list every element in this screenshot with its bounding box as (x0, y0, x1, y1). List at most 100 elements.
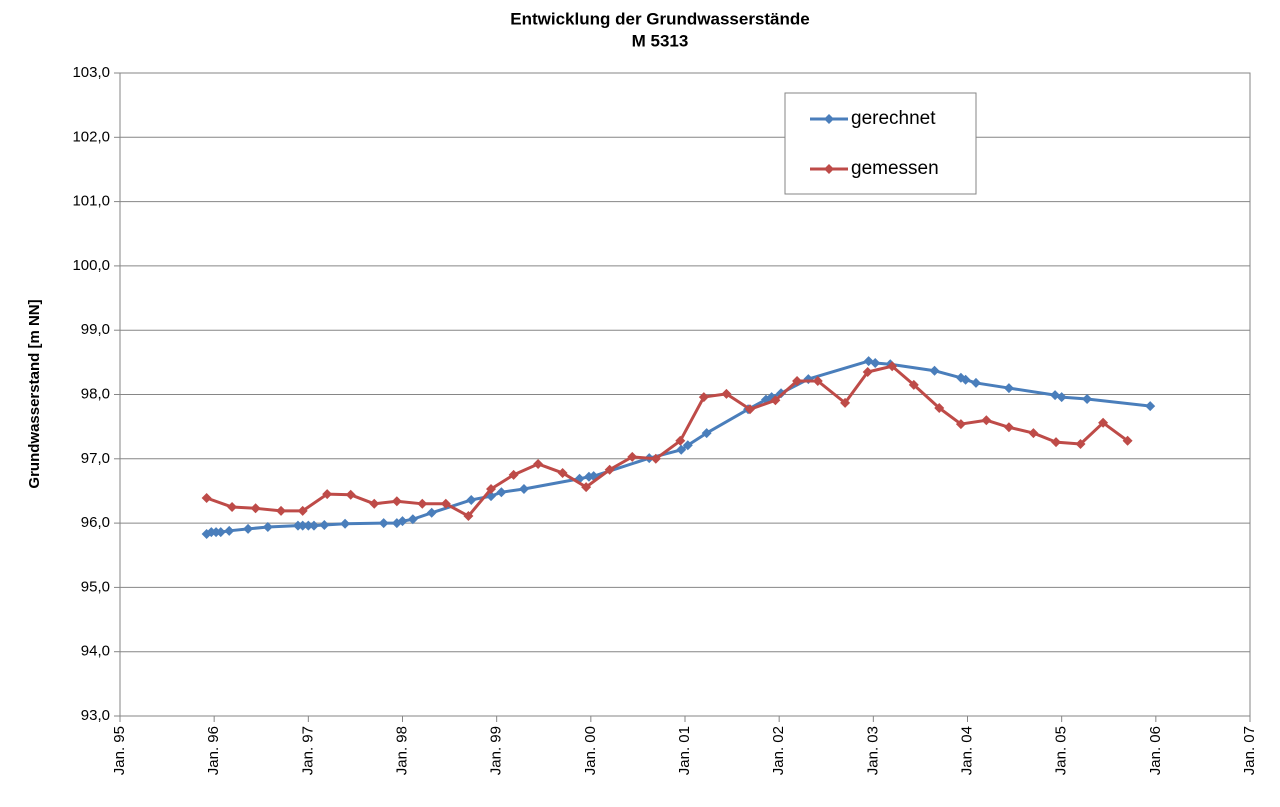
y-tick-label: 94,0 (81, 643, 110, 660)
data-point (276, 505, 287, 516)
y-tick-label: 96,0 (81, 514, 110, 531)
x-tick-label: Jan. 98 (393, 726, 410, 775)
y-tick-label: 102,0 (72, 128, 110, 145)
data-point (721, 388, 732, 399)
data-point (960, 374, 971, 385)
data-point (981, 415, 992, 426)
data-point (1122, 435, 1133, 446)
data-point (297, 505, 308, 516)
data-point (701, 428, 712, 439)
legend-label: gerechnet (851, 108, 936, 129)
data-point (426, 507, 437, 518)
x-tick-label: Jan. 02 (770, 726, 787, 775)
data-point (698, 392, 709, 403)
x-tick-label: Jan. 03 (864, 726, 881, 775)
data-point (508, 469, 519, 480)
data-point (340, 518, 351, 529)
legend-box (784, 92, 977, 195)
data-point (378, 518, 389, 529)
data-point (682, 440, 693, 451)
data-point (812, 375, 823, 386)
x-tick-label: Jan. 01 (676, 726, 693, 775)
data-point (1056, 392, 1067, 403)
y-axis-title: Grundwasserstand [m NN] (26, 299, 43, 488)
data-point (1075, 439, 1086, 450)
data-point (201, 493, 212, 504)
data-point (1003, 422, 1014, 433)
data-point (627, 451, 638, 462)
data-point (322, 489, 333, 500)
data-point (908, 379, 919, 390)
x-tick-label: Jan. 95 (111, 726, 128, 775)
data-point (308, 520, 319, 531)
data-point (1145, 401, 1156, 412)
data-point (1028, 428, 1039, 439)
chart-title: Entwicklung der Grundwasserstände (510, 9, 809, 28)
x-tick-label: Jan. 00 (582, 726, 599, 775)
data-point (676, 444, 687, 455)
data-point (369, 498, 380, 509)
x-tick-label: Jan. 96 (205, 726, 222, 775)
data-point (840, 397, 851, 408)
y-tick-label: 100,0 (72, 257, 110, 274)
data-point (486, 484, 497, 495)
data-point (1051, 437, 1062, 448)
legend-marker (824, 114, 834, 124)
data-point (533, 458, 544, 469)
data-point (227, 502, 238, 513)
data-point (518, 484, 529, 495)
data-point (345, 489, 356, 500)
series-line (206, 364, 1129, 518)
data-point (243, 523, 254, 534)
legend-label: gemessen (851, 158, 939, 179)
data-point (604, 464, 615, 475)
x-tick-label: Jan. 04 (958, 726, 975, 775)
data-point (303, 520, 314, 531)
x-tick-label: Jan. 07 (1241, 726, 1258, 775)
data-point (496, 487, 507, 498)
y-tick-label: 93,0 (81, 707, 110, 724)
data-point (970, 377, 981, 388)
data-point (929, 365, 940, 376)
data-point (319, 520, 330, 531)
y-tick-label: 101,0 (72, 193, 110, 210)
data-point (792, 375, 803, 386)
data-point (934, 403, 945, 414)
data-point (407, 514, 418, 525)
data-point (463, 511, 474, 522)
y-tick-label: 97,0 (81, 450, 110, 467)
data-point (417, 498, 428, 509)
data-point (770, 395, 781, 406)
data-point (397, 516, 408, 527)
data-point (557, 467, 568, 478)
x-tick-label: Jan. 99 (488, 726, 505, 775)
data-point (391, 496, 402, 507)
data-point (1082, 394, 1093, 405)
data-point (870, 357, 881, 368)
data-point (862, 366, 873, 377)
data-point (297, 520, 308, 531)
data-point (224, 525, 235, 536)
data-point (466, 494, 477, 505)
data-point (675, 435, 686, 446)
data-point (650, 453, 661, 464)
x-tick-label: Jan. 97 (299, 726, 316, 775)
y-tick-label: 99,0 (81, 321, 110, 338)
y-tick-label: 95,0 (81, 578, 110, 595)
y-tick-label: 103,0 (72, 64, 110, 81)
x-tick-label: Jan. 06 (1147, 726, 1164, 775)
data-point (887, 361, 898, 372)
y-tick-label: 98,0 (81, 385, 110, 402)
data-point (250, 503, 261, 514)
chart-subtitle: M 5313 (632, 31, 689, 50)
data-point (1098, 417, 1109, 428)
data-point (581, 482, 592, 493)
x-tick-label: Jan. 05 (1053, 726, 1070, 775)
data-point (1003, 383, 1014, 394)
data-point (744, 404, 755, 415)
data-point (262, 521, 273, 532)
data-point (440, 498, 451, 509)
legend-marker (824, 164, 834, 174)
